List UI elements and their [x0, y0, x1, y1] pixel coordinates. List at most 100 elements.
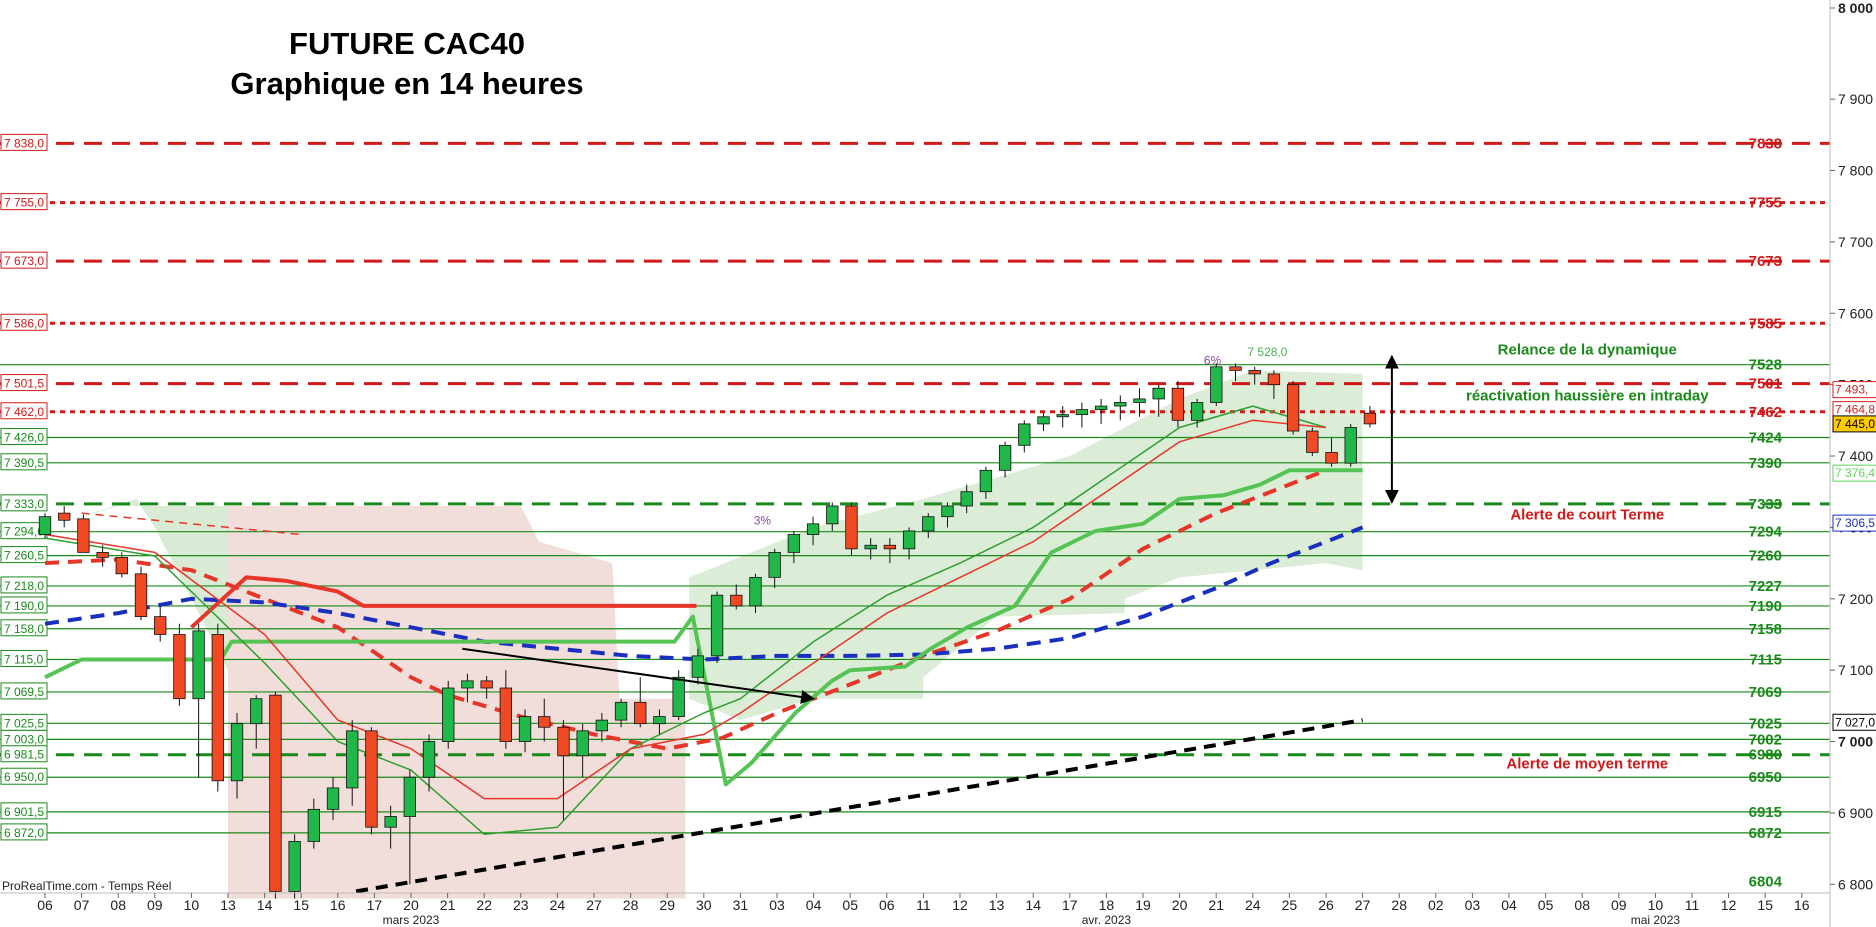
- candle-up: [1018, 423, 1031, 446]
- time-tick-label: 20: [403, 897, 419, 913]
- price-badge-label: 7 445,0: [1835, 417, 1875, 431]
- price-badge: [1832, 514, 1876, 532]
- level-box-left: [0, 576, 48, 594]
- time-tick-label: 15: [1757, 897, 1773, 913]
- candle-down: [1171, 387, 1185, 421]
- level-label-left: 7 426,0: [4, 430, 44, 444]
- candle-up: [230, 723, 244, 782]
- candle-up: [38, 516, 52, 535]
- candle-down: [538, 716, 551, 728]
- price-badge-label: 7 464,8: [1835, 403, 1875, 417]
- time-tick-label: 22: [476, 897, 492, 913]
- candle-down: [634, 701, 647, 725]
- level-box-left: [0, 193, 48, 211]
- level-label-right: 6804: [1749, 873, 1783, 890]
- candle-up: [710, 594, 724, 657]
- candle-down: [269, 694, 282, 892]
- level-box-left: [0, 427, 48, 445]
- candle-up: [250, 698, 263, 725]
- candle-down: [480, 680, 493, 689]
- candle-up: [672, 676, 685, 717]
- line-green_ma_thin: [44, 405, 1327, 836]
- price-tick-label: 7 000: [1838, 734, 1873, 750]
- level-label-left: 7 218,0: [4, 579, 44, 593]
- price-badge-label: 7 376,4: [1835, 466, 1875, 480]
- candle-up: [806, 523, 820, 535]
- price-tick-label: 7 200: [1838, 591, 1873, 607]
- candle-up: [902, 530, 916, 550]
- level-box-left: [0, 802, 48, 820]
- level-box-left: [0, 649, 48, 667]
- line-blue_dash_ma: [44, 525, 1364, 662]
- time-tick-label: 07: [74, 897, 90, 913]
- candle-up: [595, 719, 609, 732]
- level-label-left: 7 025,5: [4, 716, 44, 730]
- time-tick-label: 17: [367, 897, 383, 913]
- time-tick-label: 21: [440, 897, 456, 913]
- candle-up: [826, 505, 839, 525]
- level-box-left: [0, 494, 48, 512]
- level-label-left: 7 260,5: [4, 549, 44, 563]
- time-tick-label: 03: [1465, 897, 1481, 913]
- candle-up: [691, 655, 705, 678]
- candle-up: [422, 741, 436, 778]
- candle-up: [307, 808, 320, 842]
- time-tick-label: 16: [1794, 897, 1810, 913]
- time-axis: 06 07 08 09 10 13 14 15 16 17 20 21 22 23 24 27 28 29 30 31…: [0, 892, 1830, 927]
- time-tick-label: 05: [842, 897, 858, 913]
- price-tick-label: 7 600: [1838, 305, 1873, 321]
- candle-down: [1267, 373, 1281, 386]
- level-box-left: [0, 682, 48, 700]
- point-label: 3%: [754, 514, 772, 528]
- candle-up: [960, 491, 973, 507]
- candle-up: [768, 551, 781, 578]
- level-label-right: 7115: [1749, 651, 1782, 668]
- price-badge-label: 7 493,: [1835, 383, 1868, 397]
- price-tick-label: 7 400: [1838, 448, 1873, 464]
- time-tick-label: 21: [1208, 897, 1224, 913]
- time-tick-label: 29: [659, 897, 675, 913]
- candle-down: [365, 730, 378, 828]
- indicator-lines: [44, 405, 1364, 894]
- line-red_ma_thin: [44, 419, 1327, 800]
- time-tick-label: 17: [1062, 897, 1078, 913]
- candle-up: [1037, 416, 1050, 425]
- level-box-left: [0, 596, 48, 614]
- candle-down: [211, 634, 224, 782]
- level-box-left: [0, 453, 48, 471]
- candle-down: [173, 634, 186, 700]
- candle-down: [883, 544, 897, 550]
- chart-subtitle: Graphique en 14 heures: [230, 66, 583, 101]
- annotation: Relance de la dynamique: [1498, 342, 1677, 359]
- time-tick-label: 24: [550, 897, 566, 913]
- level-label-right: 7390: [1749, 455, 1782, 472]
- price-tick-label: 8 000: [1838, 0, 1873, 16]
- candle-down: [730, 594, 743, 607]
- time-tick-label: 02: [1428, 897, 1444, 913]
- candle-up: [787, 534, 801, 553]
- candle-down: [134, 573, 148, 618]
- candle-up: [1075, 409, 1089, 416]
- candle-up: [192, 630, 205, 700]
- level-box-left: [0, 745, 48, 763]
- candle-up: [979, 469, 993, 493]
- time-tick-label: 13: [220, 897, 236, 913]
- time-tick-label: 26: [1318, 897, 1334, 913]
- time-tick-label: 09: [147, 897, 163, 913]
- candle-down: [845, 505, 858, 550]
- candle-up: [1210, 366, 1223, 403]
- price-badge: [1832, 415, 1876, 433]
- level-label-right: 7424: [1749, 429, 1783, 446]
- level-label-left: 7 838,0: [4, 136, 44, 150]
- candle-down: [58, 512, 71, 521]
- level-label-left: 7 755,0: [4, 196, 44, 210]
- time-tick-label: 15: [293, 897, 309, 913]
- candle-up: [1114, 402, 1127, 407]
- level-label-right: 7025: [1749, 715, 1782, 732]
- candle-up: [1133, 398, 1146, 403]
- candle-up: [346, 730, 359, 789]
- level-label-left: 7 673,0: [4, 254, 44, 268]
- annotation: Alerte de moyen terme: [1506, 756, 1668, 773]
- level-label-left: 7 586,0: [4, 316, 44, 330]
- level-label-left: 7 158,0: [4, 622, 44, 636]
